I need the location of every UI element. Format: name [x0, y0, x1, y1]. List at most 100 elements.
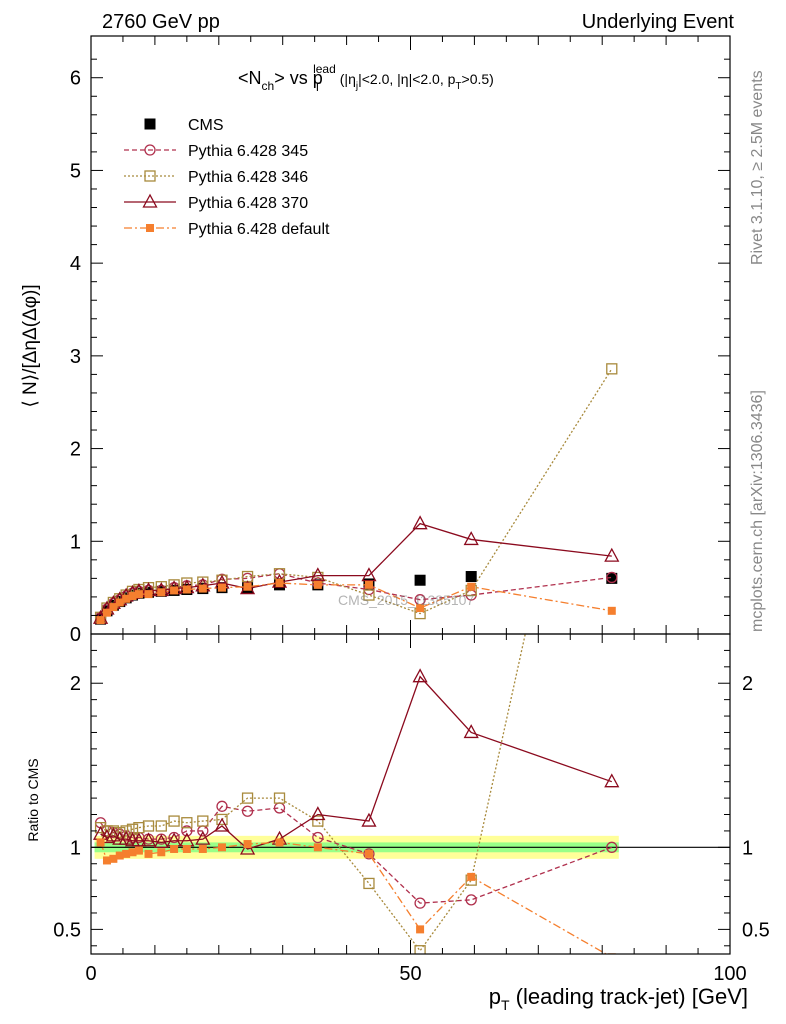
ratio-y-tick-label-right: 2 — [742, 673, 753, 695]
ratio-point — [364, 849, 373, 858]
plot-title: <Nch> vs pTlead(|ηj|<2.0, |η|<2.0, pT>0.… — [238, 62, 494, 94]
ratio-point — [142, 820, 155, 832]
data-point — [310, 567, 326, 582]
legend-item: Pythia 6.428 345 — [124, 143, 308, 160]
ratio-point — [414, 897, 426, 909]
ratio-series-pythia-6-428-370 — [92, 668, 620, 855]
data-point — [363, 589, 375, 601]
ratio-point — [414, 945, 426, 954]
ratio-point — [96, 838, 105, 847]
ratio-point — [606, 841, 618, 853]
legend-item: Pythia 6.428 346 — [124, 169, 308, 186]
ratio-point — [412, 668, 428, 683]
ratio-point — [273, 792, 286, 804]
data-point — [243, 582, 252, 591]
data-point — [463, 531, 479, 546]
ratio-point — [115, 851, 124, 860]
data-point — [144, 590, 153, 599]
data-point — [128, 591, 137, 600]
ratio-frame — [90, 633, 731, 955]
data-point — [606, 571, 618, 584]
ratio-point — [120, 825, 132, 837]
y-tick-label: 5 — [70, 160, 81, 182]
y-tick-label: 1 — [70, 531, 81, 553]
ratio-point — [241, 792, 254, 804]
data-point — [198, 584, 207, 593]
data-point — [109, 603, 118, 612]
ratio-point — [243, 840, 252, 849]
mcplots-label: mcplots.cern.ch [arXiv:1306.3436] — [749, 390, 766, 632]
ratio-point — [416, 925, 425, 934]
ratio-point — [467, 872, 476, 881]
legend-label: CMS — [188, 117, 224, 134]
legend-item: Pythia 6.428 370 — [124, 193, 308, 212]
ratio-point — [216, 813, 228, 826]
data-point — [170, 586, 179, 595]
x-tick-label: 100 — [713, 963, 746, 985]
ratio-point — [157, 848, 166, 857]
ratio-y-tick-label-right: 1 — [742, 837, 753, 859]
ratio-point — [361, 812, 377, 827]
ratio-panel: 0.5 0.5 1 1 2 2 0 50 100 — [53, 633, 770, 985]
data-point — [416, 604, 425, 613]
data-point — [96, 616, 105, 625]
ratio-point — [105, 827, 121, 842]
header-right: Underlying Event — [582, 11, 735, 33]
series-pythia-6-428-default — [96, 579, 616, 625]
main-data-layer — [92, 363, 620, 625]
data-point — [102, 608, 111, 617]
legend-label: Pythia 6.428 345 — [188, 143, 308, 160]
data-point — [122, 594, 131, 603]
ratio-point — [144, 849, 153, 858]
ratio-point — [134, 846, 143, 855]
ratio-point — [463, 724, 479, 739]
data-point — [412, 515, 428, 530]
ratio-point — [131, 832, 147, 847]
ratio-point — [140, 832, 157, 847]
series-pythia-6-428-346 — [94, 363, 618, 623]
ratio-point — [214, 817, 230, 832]
data-point — [361, 567, 377, 582]
ratio-point — [182, 844, 191, 853]
ratio-point — [604, 773, 620, 788]
y-tick-label: 3 — [70, 346, 81, 368]
legend-label: Pythia 6.428 370 — [188, 195, 308, 212]
ratio-y-axis-label: Ratio to CMS — [25, 758, 41, 841]
ratio-point — [312, 831, 324, 844]
legend-marker — [142, 193, 158, 208]
ratio-point — [122, 849, 131, 858]
ratio-y-tick-label: 2 — [70, 673, 81, 695]
data-point — [157, 588, 166, 597]
data-point — [606, 363, 618, 375]
ratio-point — [94, 821, 107, 834]
data-point — [606, 572, 618, 584]
ratio-series-line — [99, 841, 608, 954]
data-point — [217, 583, 226, 592]
data-point — [607, 606, 616, 615]
data-point — [273, 568, 286, 580]
ratio-point — [153, 834, 169, 849]
y-tick-label: 2 — [70, 439, 81, 461]
ratio-y-tick-label-right: 0.5 — [742, 919, 770, 941]
data-point — [134, 590, 143, 599]
legend-marker — [146, 224, 154, 232]
data-point — [115, 598, 124, 607]
x-tick-label: 50 — [399, 963, 421, 985]
ratio-series-line — [100, 675, 612, 850]
y-tick-label: 0 — [70, 624, 81, 646]
ratio-point — [312, 815, 324, 827]
data-point — [414, 574, 426, 586]
ratio-point — [313, 843, 322, 852]
legend-label: Pythia 6.428 default — [188, 221, 330, 238]
ratio-point — [168, 815, 180, 827]
rivet-label: Rivet 3.1.10, ≥ 2.5M events — [749, 70, 766, 265]
ratio-point — [310, 806, 326, 821]
y-tick-label: 6 — [70, 68, 81, 90]
ratio-point — [118, 830, 134, 845]
ratio-y-tick-label: 0.5 — [53, 919, 81, 941]
legend: CMS Pythia 6.428 345 Pythia 6.428 346 Pythi… — [124, 117, 330, 238]
main-panel: 0 1 2 3 4 5 6 — [70, 35, 731, 646]
x-axis-label: pT (leading track-jet) [GeV] — [489, 984, 748, 1013]
legend-marker — [144, 144, 156, 156]
